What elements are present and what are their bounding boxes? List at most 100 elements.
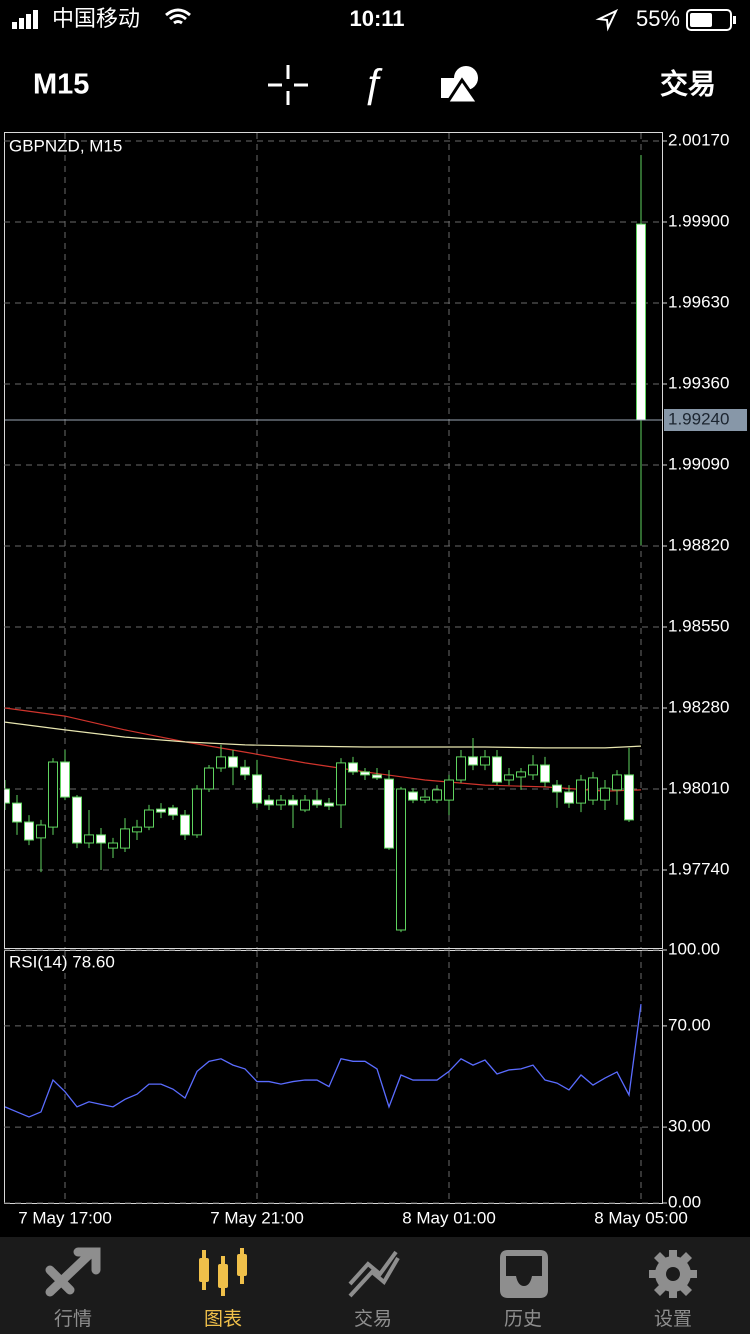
- tab-label[interactable]: 行情: [54, 1308, 92, 1330]
- candle-body: [84, 834, 94, 844]
- current-price-label: 1.99240: [668, 409, 729, 428]
- candle-body: [48, 761, 58, 828]
- toolbar: M15 ƒ 交易: [33, 62, 716, 108]
- signal-bar: [12, 22, 17, 29]
- candle-body: [528, 764, 538, 776]
- location-icon: [595, 8, 619, 32]
- signal-bar: [33, 10, 38, 29]
- y-tick-label: 30.00: [668, 1117, 711, 1136]
- history-icon[interactable]: [500, 1250, 548, 1298]
- carrier: 中国移动: [52, 6, 140, 31]
- y-tick-label: 1.97740: [668, 859, 729, 878]
- candle-body: [96, 834, 106, 844]
- candle-body: [624, 774, 634, 821]
- wifi-icon: [165, 8, 191, 25]
- candle-body: [360, 771, 370, 776]
- indicators-button[interactable]: ƒ: [362, 62, 384, 108]
- candle-body: [228, 756, 238, 768]
- candle-body: [5, 788, 10, 804]
- candle-body: [300, 799, 310, 811]
- candle-body: [372, 774, 382, 779]
- candle-body: [36, 824, 46, 839]
- candle-body: [492, 756, 502, 783]
- candle-body: [576, 779, 586, 804]
- candle-body: [108, 842, 118, 849]
- moving-average: [5, 721, 642, 749]
- y-tick-label: 1.98010: [668, 778, 729, 797]
- candle-body: [504, 774, 514, 781]
- candle-body: [348, 762, 358, 773]
- current-price-box: [664, 409, 747, 431]
- candle-body: [60, 761, 70, 798]
- battery-text: 55%: [636, 6, 680, 31]
- tab-label[interactable]: 交易: [354, 1308, 392, 1330]
- candle-body: [540, 764, 550, 783]
- tab-label[interactable]: 设置: [654, 1308, 692, 1330]
- status-bar: 中国移动 10:11 55%: [12, 6, 736, 32]
- candle-body: [420, 796, 430, 801]
- candle-body: [612, 774, 622, 791]
- battery-icon: [686, 9, 732, 31]
- candle-body: [456, 756, 466, 781]
- candle-body: [444, 779, 454, 801]
- rsi-panel-frame: [4, 950, 663, 1204]
- candle-body: [168, 807, 178, 816]
- candle-body: [480, 756, 490, 766]
- y-tick-label: 1.98550: [668, 616, 729, 635]
- quotes-icon[interactable]: [45, 1247, 101, 1297]
- timeframe-button[interactable]: M15: [33, 69, 89, 101]
- candle-body: [516, 771, 526, 778]
- objects-button[interactable]: [441, 66, 481, 105]
- x-tick-label: 7 May 21:00: [210, 1208, 304, 1227]
- y-tick-label: 1.98820: [668, 535, 729, 554]
- candle-body: [216, 756, 226, 769]
- candle-body: [264, 799, 274, 806]
- trade-button[interactable]: 交易: [660, 67, 716, 99]
- main-plot: [5, 155, 662, 933]
- candle-body: [312, 799, 322, 806]
- battery-tip: [733, 16, 736, 24]
- candle-body: [240, 766, 250, 776]
- candle-body: [408, 791, 418, 801]
- y-tick-label: 70.00: [668, 1015, 711, 1034]
- rsi-label: RSI(14) 78.60: [9, 952, 115, 971]
- y-tick-label: 1.99630: [668, 292, 729, 311]
- signal-bar: [26, 14, 31, 29]
- candle-body: [564, 791, 574, 804]
- candle-body: [24, 821, 34, 841]
- x-tick-label: 8 May 01:00: [402, 1208, 496, 1227]
- candle-body: [132, 826, 142, 833]
- candle-body: [120, 828, 130, 849]
- tab-label[interactable]: 图表: [204, 1308, 242, 1330]
- candle-body: [396, 788, 406, 931]
- rsi-grid: [4, 949, 667, 1204]
- chart-icon[interactable]: [199, 1248, 247, 1296]
- candle-body: [252, 774, 262, 804]
- rsi-line: [5, 1004, 642, 1118]
- candle-body: [12, 802, 22, 823]
- battery-level: [690, 13, 712, 27]
- x-tick-label: 7 May 17:00: [18, 1208, 112, 1227]
- candle-body: [600, 787, 610, 801]
- signal-bar: [19, 18, 24, 29]
- candle-body: [72, 796, 82, 844]
- y-tick-label: 1.99090: [668, 454, 729, 473]
- candle-body: [192, 788, 202, 836]
- candle-body: [180, 814, 190, 836]
- candle-body: [144, 809, 154, 828]
- y-tick-label: 2.00170: [668, 130, 729, 149]
- symbol-label: GBPNZD, M15: [9, 136, 122, 155]
- y-tick-label: 0.00: [668, 1192, 701, 1211]
- candle-body: [288, 799, 298, 806]
- trade-icon[interactable]: [348, 1250, 400, 1298]
- settings-icon[interactable]: [649, 1250, 697, 1298]
- candle-body: [156, 808, 166, 813]
- candle-body: [204, 767, 214, 790]
- tab-label[interactable]: 历史: [504, 1308, 542, 1330]
- crosshair-button[interactable]: [268, 65, 308, 105]
- main-panel-frame: [4, 132, 663, 949]
- candle-body: [636, 223, 646, 421]
